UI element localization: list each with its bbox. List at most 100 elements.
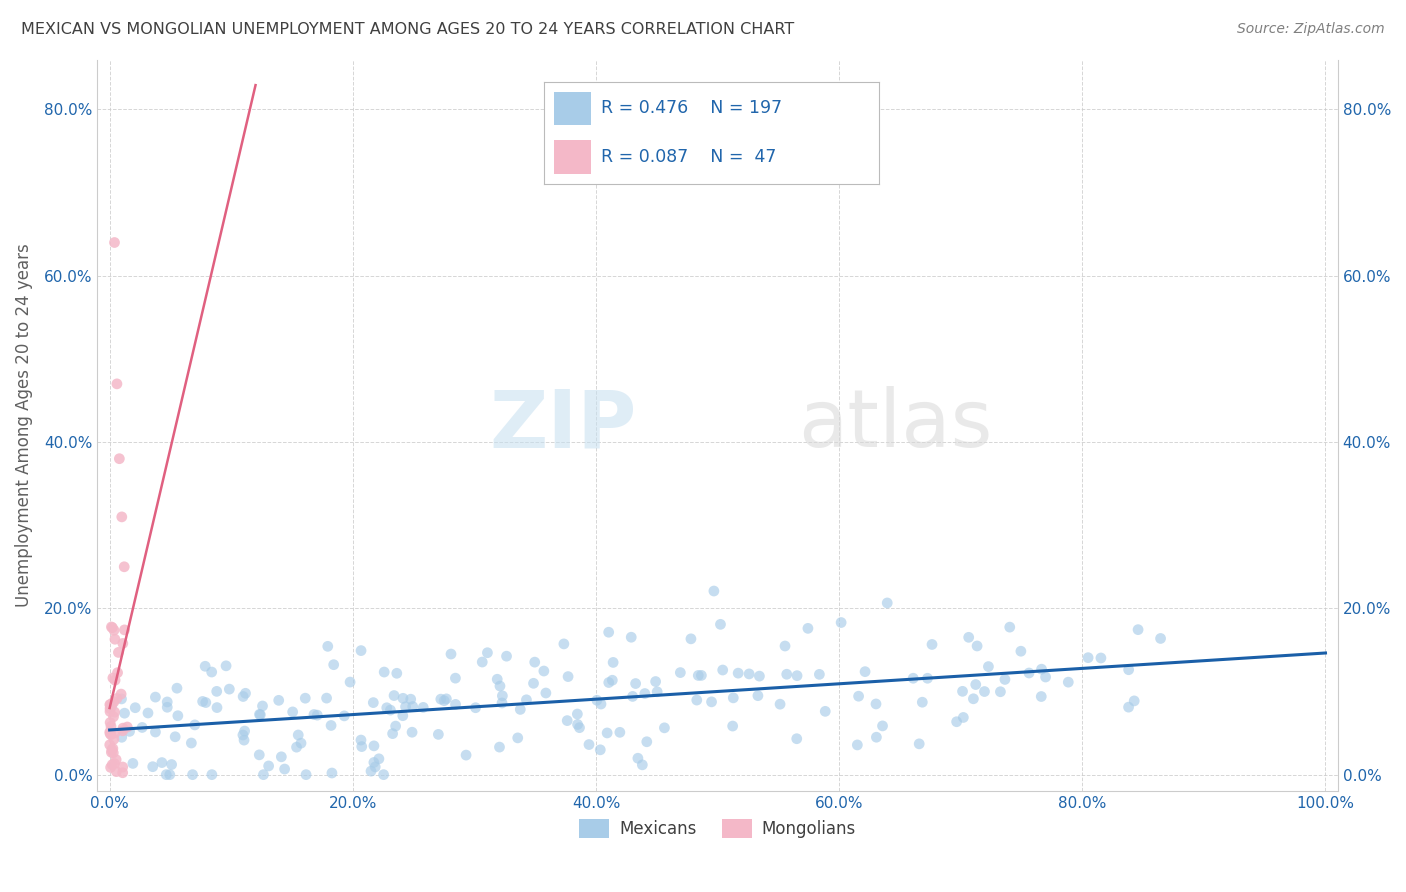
Point <box>350 739 373 754</box>
Point <box>427 727 450 741</box>
Point <box>105 691 128 706</box>
Text: Source: ZipAtlas.com: Source: ZipAtlas.com <box>1237 22 1385 37</box>
Point <box>257 759 280 773</box>
Point <box>533 664 555 678</box>
Point <box>165 730 187 744</box>
Point <box>399 692 422 706</box>
Point <box>977 659 1000 673</box>
Point <box>111 760 134 774</box>
Point <box>181 767 204 781</box>
Point <box>491 689 513 703</box>
Point <box>111 509 134 524</box>
Point <box>131 721 153 735</box>
Point <box>142 760 165 774</box>
Point <box>333 709 356 723</box>
Point <box>686 693 709 707</box>
Point <box>103 756 125 771</box>
Point <box>952 684 974 698</box>
Point <box>669 665 692 680</box>
Point <box>1126 623 1149 637</box>
Point <box>122 756 145 771</box>
Point <box>232 690 254 704</box>
Point <box>568 721 591 735</box>
Point <box>990 684 1012 698</box>
Point <box>273 762 295 776</box>
Point <box>110 687 132 701</box>
Point <box>747 689 769 703</box>
Point <box>786 731 808 746</box>
Point <box>392 691 415 706</box>
Point <box>319 718 342 732</box>
Point <box>872 719 894 733</box>
Point <box>110 692 132 706</box>
Point <box>454 748 477 763</box>
Point <box>249 707 271 722</box>
Point <box>117 720 139 734</box>
Point <box>491 696 513 710</box>
Point <box>534 686 557 700</box>
Point <box>145 690 167 704</box>
Point <box>233 724 256 739</box>
Point <box>634 687 657 701</box>
Point <box>808 667 831 681</box>
Point <box>1057 675 1080 690</box>
Point <box>98 738 121 752</box>
Point <box>100 620 122 634</box>
Point <box>101 741 124 756</box>
Point <box>98 726 121 740</box>
Point <box>394 699 416 714</box>
Point <box>876 596 898 610</box>
Point <box>101 671 124 685</box>
Point <box>962 691 984 706</box>
Point <box>112 559 135 574</box>
Point <box>721 719 744 733</box>
Point <box>302 707 325 722</box>
Point <box>103 235 125 250</box>
Point <box>486 673 509 687</box>
Point <box>600 673 623 688</box>
Point <box>748 669 770 683</box>
Point <box>290 736 312 750</box>
Point <box>391 708 413 723</box>
Point <box>316 640 339 654</box>
Point <box>201 767 224 781</box>
Point <box>124 700 146 714</box>
Point <box>307 708 329 723</box>
Point <box>797 621 820 635</box>
Point <box>103 732 125 747</box>
Point <box>645 685 668 699</box>
Point <box>738 667 761 681</box>
Point <box>191 694 214 708</box>
Point <box>235 686 257 700</box>
Point <box>98 701 121 715</box>
Point <box>215 658 238 673</box>
Point <box>506 731 529 745</box>
Point <box>270 749 292 764</box>
Point <box>101 757 124 772</box>
Point <box>596 726 619 740</box>
Point <box>381 726 404 740</box>
Point <box>644 674 666 689</box>
Point <box>156 700 179 714</box>
Point <box>555 714 578 728</box>
Point <box>105 764 128 779</box>
Point <box>104 673 127 688</box>
Point <box>380 703 402 717</box>
Point <box>773 639 796 653</box>
Point <box>1018 665 1040 680</box>
Point <box>233 733 256 747</box>
Point <box>598 675 620 690</box>
Point <box>433 693 456 707</box>
Point <box>100 728 122 742</box>
Point <box>107 645 129 659</box>
Point <box>598 625 620 640</box>
Point <box>814 704 837 718</box>
Point <box>315 691 337 706</box>
Point <box>1077 650 1099 665</box>
Point <box>586 693 609 707</box>
Point <box>360 764 382 779</box>
Text: atlas: atlas <box>799 386 993 465</box>
Point <box>495 649 517 664</box>
Text: MEXICAN VS MONGOLIAN UNEMPLOYMENT AMONG AGES 20 TO 24 YEARS CORRELATION CHART: MEXICAN VS MONGOLIAN UNEMPLOYMENT AMONG … <box>21 22 794 37</box>
Point <box>464 700 486 714</box>
